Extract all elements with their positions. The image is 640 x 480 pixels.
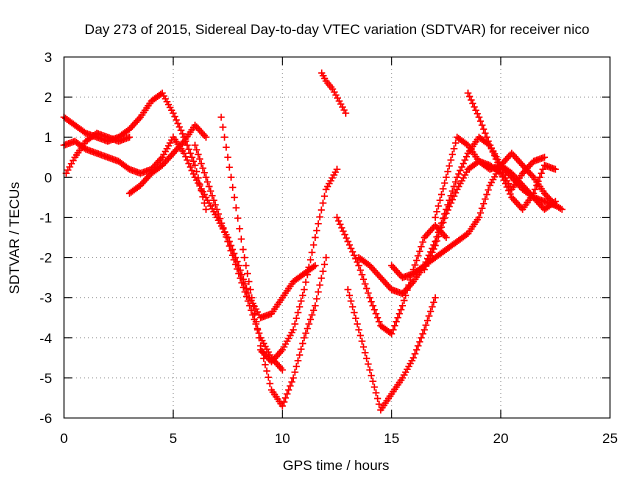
x-axis-label: GPS time / hours bbox=[283, 457, 390, 473]
series-3 bbox=[62, 129, 133, 177]
x-tick-label: 5 bbox=[169, 430, 177, 446]
series-7-markers bbox=[257, 165, 341, 366]
x-tick-label: 20 bbox=[493, 430, 509, 446]
series-9 bbox=[333, 213, 450, 338]
series-6-markers bbox=[217, 113, 330, 410]
series-8-markers bbox=[318, 69, 350, 117]
y-tick-label: 1 bbox=[44, 129, 52, 145]
y-tick-label: -3 bbox=[40, 290, 53, 306]
series-10-markers bbox=[344, 286, 439, 414]
y-tick-label: 3 bbox=[44, 49, 52, 65]
y-tick-labels: 3 2 1 0 -1 -2 -3 -4 -5 -6 bbox=[40, 49, 53, 426]
series-4 bbox=[126, 121, 210, 197]
tick-marks bbox=[63, 56, 611, 419]
x-tick-labels: 0 5 10 15 20 25 bbox=[60, 430, 618, 446]
series-10 bbox=[344, 286, 439, 414]
x-tick-label: 25 bbox=[602, 430, 618, 446]
x-tick-label: 0 bbox=[60, 430, 68, 446]
y-axis-label: SDTVAR / TECUs bbox=[6, 182, 22, 294]
x-tick-label: 15 bbox=[384, 430, 400, 446]
series-9-markers bbox=[333, 213, 450, 338]
series-4-markers bbox=[126, 121, 210, 197]
series-7 bbox=[257, 165, 341, 366]
y-tick-label: -5 bbox=[40, 370, 53, 386]
x-tick-label: 10 bbox=[275, 430, 291, 446]
y-tick-label: 0 bbox=[44, 169, 52, 185]
y-tick-label: -4 bbox=[40, 330, 53, 346]
series-6 bbox=[217, 113, 330, 410]
data-layer bbox=[60, 69, 566, 414]
y-tick-label: 2 bbox=[44, 89, 52, 105]
series-8 bbox=[318, 69, 350, 117]
y-tick-label: -6 bbox=[40, 410, 53, 426]
y-tick-label: -1 bbox=[40, 209, 53, 225]
plot-frame bbox=[63, 56, 611, 419]
series-15-markers bbox=[464, 89, 548, 193]
series-15 bbox=[464, 89, 548, 193]
series-3-markers bbox=[62, 129, 133, 177]
y-tick-label: -2 bbox=[40, 250, 53, 266]
chart-title: Day 273 of 2015, Sidereal Day-to-day VTE… bbox=[85, 21, 590, 37]
